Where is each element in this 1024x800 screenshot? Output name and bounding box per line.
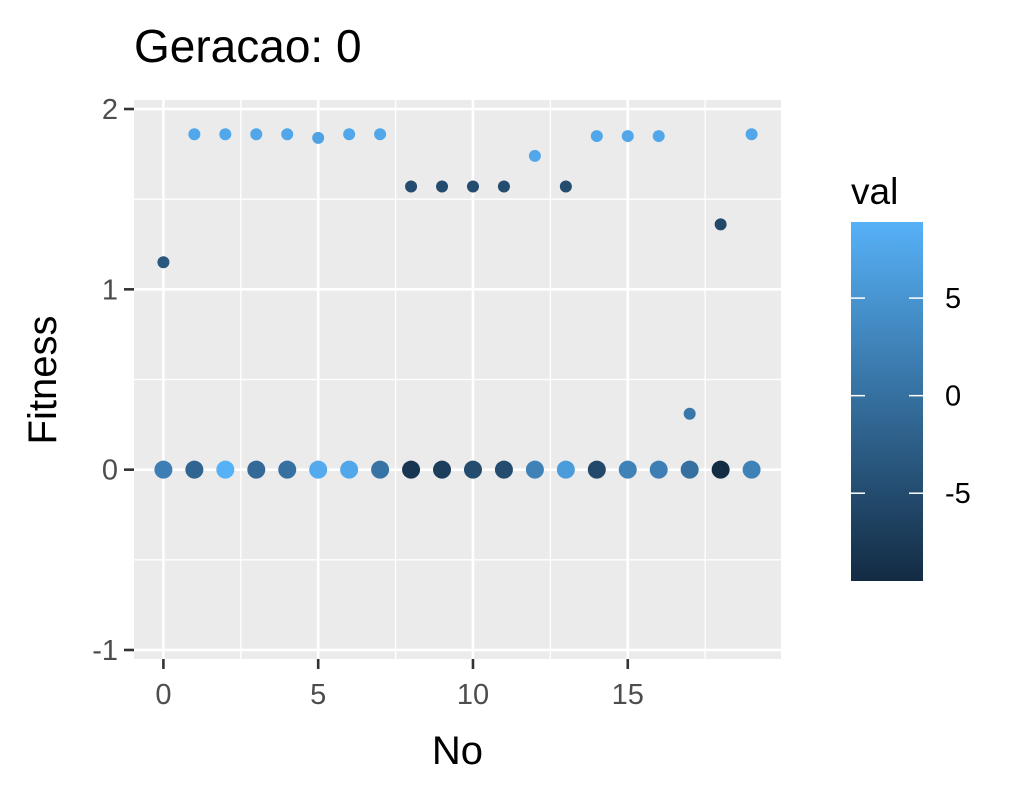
data-point [219, 128, 232, 141]
y-tick-label: 2 [102, 94, 118, 126]
legend-colorbar [851, 222, 923, 581]
color-legend: val 5 0 -5 [851, 171, 971, 581]
chart-title: Geracao: 0 [134, 20, 362, 72]
x-tick-label: 5 [310, 679, 326, 711]
legend-ticks: 5 0 -5 [851, 283, 971, 510]
legend-tick-label: 0 [945, 381, 961, 413]
x-tick-label: 10 [457, 679, 489, 711]
data-point [556, 460, 575, 479]
data-point [683, 407, 696, 420]
data-point [216, 460, 235, 479]
data-point [587, 460, 606, 479]
data-point [680, 460, 699, 479]
data-point [528, 149, 541, 162]
data-point [711, 460, 730, 479]
data-point [340, 460, 359, 479]
data-point [185, 460, 204, 479]
data-point [157, 256, 170, 269]
grid [134, 100, 781, 659]
data-point [494, 460, 513, 479]
data-point [374, 128, 387, 141]
legend-title: val [851, 171, 898, 212]
data-point [154, 460, 173, 479]
data-point [463, 460, 482, 479]
data-point [309, 460, 328, 479]
data-point [188, 128, 201, 141]
data-point [433, 460, 452, 479]
x-tick-label: 0 [155, 679, 171, 711]
data-point [618, 460, 637, 479]
data-point [371, 460, 390, 479]
data-point [250, 128, 263, 141]
data-point [312, 131, 325, 144]
data-point [497, 180, 510, 193]
data-point [402, 460, 421, 479]
data-point [281, 128, 294, 141]
data-points [154, 128, 761, 479]
y-tick-label: 1 [102, 274, 118, 306]
x-axis-title: No [432, 729, 483, 773]
legend-tick-label: -5 [945, 478, 971, 510]
x-tick-label: 15 [612, 679, 644, 711]
y-axis-title: Fitness [21, 316, 65, 445]
data-point [247, 460, 266, 479]
axes: 0 5 10 15 -1 0 1 2 [92, 94, 644, 711]
data-point [343, 128, 356, 141]
data-point [278, 460, 297, 479]
data-point [436, 180, 449, 193]
data-point [559, 180, 572, 193]
data-point [590, 130, 603, 143]
data-point [745, 128, 758, 141]
data-point [714, 218, 727, 231]
y-tick-label: -1 [92, 635, 118, 667]
y-tick-label: 0 [102, 455, 118, 487]
data-point [621, 130, 634, 143]
legend-tick-label: 5 [945, 283, 961, 315]
data-point [405, 180, 418, 193]
data-point [466, 180, 479, 193]
data-point [652, 130, 665, 143]
data-point [525, 460, 544, 479]
data-point [742, 460, 761, 479]
data-point [649, 460, 668, 479]
